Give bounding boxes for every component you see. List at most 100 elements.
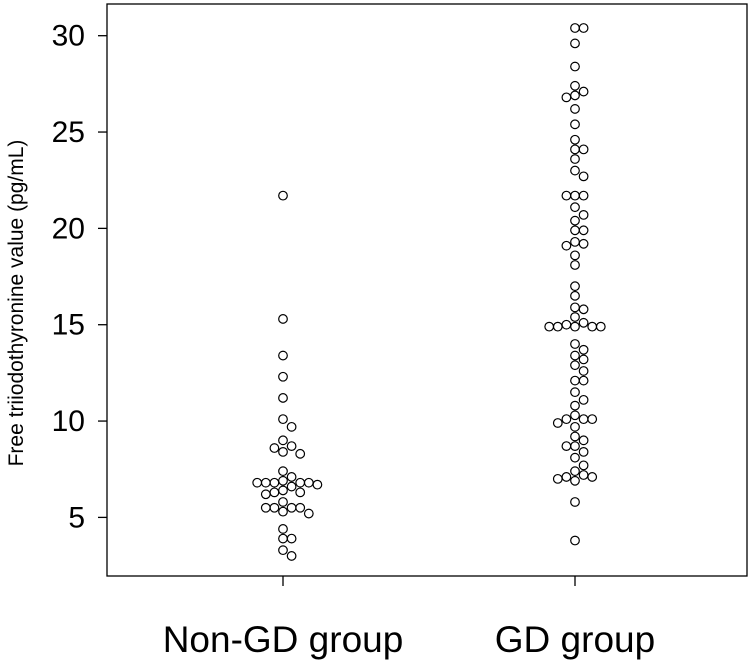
data-point — [552, 418, 563, 428]
data-point — [570, 119, 580, 130]
data-point — [252, 477, 263, 488]
data-point — [578, 344, 589, 355]
data-point — [570, 165, 580, 176]
data-point — [587, 472, 598, 482]
data-point — [578, 171, 589, 182]
data-point — [278, 446, 288, 457]
y-tick-label: 20 — [52, 212, 85, 245]
data-point — [570, 23, 580, 33]
data-point — [578, 394, 589, 405]
data-point — [561, 319, 572, 330]
data-point — [561, 240, 572, 251]
data-point — [278, 393, 288, 403]
data-point — [578, 86, 589, 97]
data-point — [570, 104, 580, 114]
data-point — [561, 190, 572, 201]
data-point — [286, 421, 297, 432]
data-point — [286, 472, 297, 482]
data-point — [578, 317, 589, 328]
data-point — [570, 350, 580, 361]
data-point — [570, 475, 580, 486]
data-point — [578, 225, 589, 236]
data-point — [552, 321, 563, 332]
data-point — [303, 477, 314, 488]
data-point — [570, 215, 580, 226]
data-point — [570, 466, 580, 477]
data-point — [570, 410, 580, 421]
data-point — [570, 452, 580, 463]
data-point — [278, 466, 288, 477]
data-point — [578, 190, 589, 201]
plot-frame — [106, 3, 748, 577]
data-point — [295, 477, 306, 488]
data-point — [570, 431, 580, 442]
data-point — [295, 487, 306, 498]
data-point — [570, 260, 580, 270]
data-point — [587, 321, 598, 332]
data-point — [570, 535, 580, 546]
data-point — [578, 238, 589, 249]
data-point — [278, 435, 288, 446]
data-point — [570, 38, 580, 49]
data-point — [278, 414, 288, 425]
data-point — [578, 144, 589, 155]
data-point — [278, 314, 288, 324]
data-point — [570, 360, 580, 371]
data-point — [570, 441, 580, 452]
data-point — [570, 144, 580, 155]
data-point — [570, 225, 580, 236]
data-point — [278, 371, 288, 382]
data-point — [570, 400, 580, 411]
data-points — [252, 23, 606, 561]
data-point — [260, 502, 271, 513]
data-point — [286, 551, 297, 561]
data-point — [286, 533, 297, 544]
y-tick-label: 30 — [52, 20, 85, 53]
data-point — [561, 472, 572, 482]
data-point — [578, 209, 589, 220]
data-point — [312, 479, 323, 490]
data-point — [570, 312, 580, 322]
data-point — [278, 350, 288, 361]
data-point — [578, 23, 589, 33]
data-point — [578, 354, 589, 365]
data-point — [260, 477, 271, 488]
data-point — [278, 545, 288, 556]
x-category-label: Non-GD group — [163, 619, 404, 660]
data-point — [570, 90, 580, 101]
data-point — [570, 154, 580, 164]
data-point — [570, 375, 580, 386]
data-point — [295, 448, 306, 459]
data-point — [561, 92, 572, 103]
data-point — [570, 421, 580, 432]
y-tick-label: 5 — [68, 501, 85, 534]
data-point — [578, 435, 589, 446]
data-point — [578, 366, 589, 376]
data-point — [286, 502, 297, 513]
data-point — [561, 414, 572, 425]
data-point — [570, 339, 580, 349]
data-point — [578, 446, 589, 457]
data-point — [278, 475, 288, 486]
data-point — [552, 473, 563, 484]
data-point — [570, 202, 580, 213]
data-point — [260, 489, 271, 500]
data-point — [295, 502, 306, 513]
data-point — [570, 321, 580, 332]
data-point — [278, 524, 288, 534]
y-axis: 5 10 15 20 25 30 — [52, 20, 107, 534]
data-point — [570, 497, 580, 507]
data-point — [570, 302, 580, 313]
data-point — [269, 477, 280, 488]
data-point — [269, 487, 280, 498]
data-point — [570, 236, 580, 247]
y-axis-title: Free triiodothyronine value (pg/mL) — [5, 140, 28, 467]
data-point — [578, 470, 589, 480]
data-point — [286, 441, 297, 452]
data-point — [278, 506, 288, 517]
data-point — [570, 290, 580, 301]
y-tick-label: 15 — [52, 309, 85, 342]
data-point — [587, 414, 598, 425]
y-tick-label: 10 — [52, 405, 85, 438]
data-point — [578, 304, 589, 315]
